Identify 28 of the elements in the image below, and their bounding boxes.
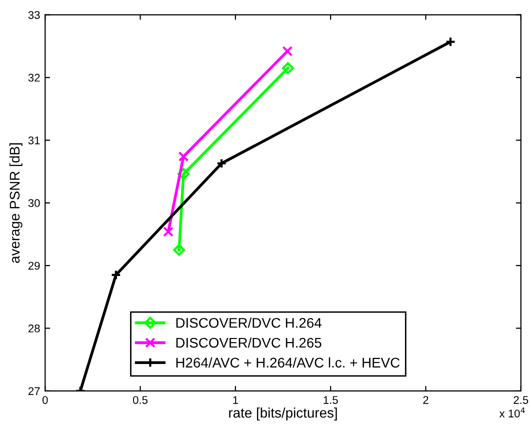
point [445,36,456,48]
point [282,46,293,56]
y-tick-label: 33 [28,11,40,19]
legend-label: DISCOVER/DVC H.265 [176,337,322,348]
x-tick-label: 0 [42,396,48,404]
x-axis-title: rate [bits/pictures] [229,408,337,420]
point [282,62,294,74]
x-tick-label: 0.5 [133,396,148,404]
y-tick-label: 27 [28,387,40,395]
point [178,168,190,180]
x-tick-label: 1.5 [324,396,338,404]
x-tick-label: 1 [233,396,238,404]
point [216,158,227,169]
y-tick-label: 30 [28,199,40,208]
point [163,226,174,237]
legend-label: H264/AVC + H.264/AVC l.c. + HEVC [176,357,400,368]
y-tick-label: 29 [28,262,40,270]
x-tick-label: 2.5 [514,396,528,404]
point [173,244,186,256]
text: x 10$^{4}$ [499,407,525,418]
y-tick-label: 28 [28,324,40,332]
y-tick-label: 31 [28,136,40,144]
y-axis-title: average PSNR [dB] [9,143,22,263]
legend-label: DISCOVER/DVC H.264 [176,318,322,328]
x-tick-label: 2 [423,396,428,404]
point [110,270,122,280]
point [178,151,189,162]
y-tick-label: 32 [28,74,40,82]
